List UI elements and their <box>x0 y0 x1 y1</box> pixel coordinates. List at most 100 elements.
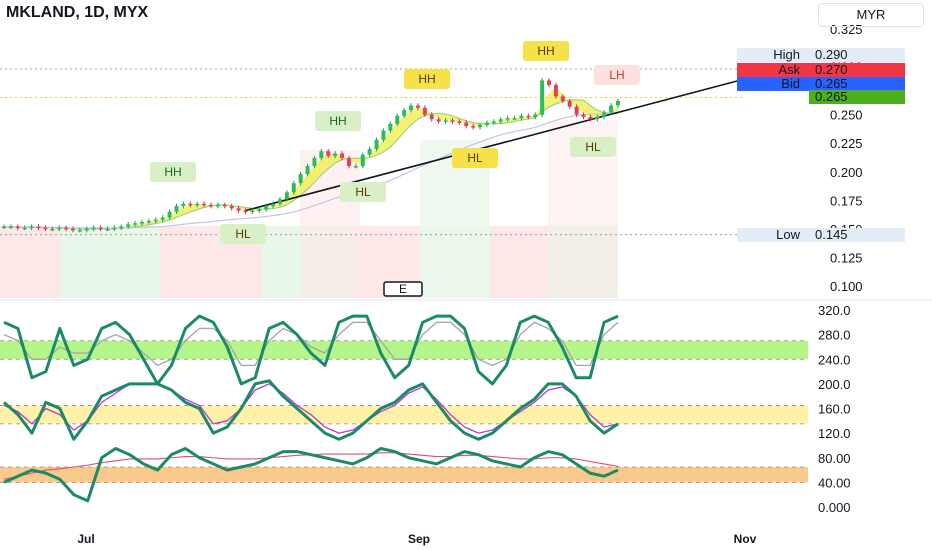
candle-body <box>367 148 372 155</box>
candle-body <box>574 106 579 115</box>
candle-body <box>588 116 593 120</box>
price-label-value-bg <box>809 63 905 77</box>
candle-body <box>353 166 358 168</box>
swing-label-text: HL <box>585 140 601 154</box>
price-label-high: High 0.290 <box>737 47 905 62</box>
candle-body <box>567 100 572 107</box>
candle-body <box>333 153 338 156</box>
candle-body <box>2 226 6 229</box>
candle-body <box>326 151 331 156</box>
candle-body <box>429 114 434 120</box>
trendline <box>245 77 749 212</box>
stoch-k-line <box>3 314 619 386</box>
oscillator-band <box>0 466 808 483</box>
price-label-name: Low <box>776 227 800 242</box>
candle-body <box>77 230 82 232</box>
price-label-value-bg <box>809 48 905 62</box>
mid-k-line <box>3 379 619 441</box>
candle-body <box>264 206 269 210</box>
price-label-name-bg <box>737 228 809 242</box>
swing-label-box <box>404 69 450 89</box>
swing-label-hl: HL <box>452 148 498 168</box>
oscillator-tick: 120.0 <box>818 426 851 441</box>
price-tick: 0.225 <box>830 136 863 151</box>
candle-body <box>271 203 276 207</box>
candle-body <box>188 203 193 206</box>
candle-body <box>257 209 262 211</box>
candle-body <box>236 208 241 211</box>
oscillator-tick: 0.000 <box>818 500 851 515</box>
candle-body <box>422 107 427 115</box>
swing-label-box <box>340 182 386 202</box>
swing-label-hl: HL <box>220 224 266 244</box>
candle-body <box>553 84 558 97</box>
candle-body <box>36 226 41 229</box>
candle-body <box>15 226 20 229</box>
candle-body <box>374 139 379 149</box>
candle-body <box>84 228 89 231</box>
candle-body <box>526 115 531 118</box>
support-trendline <box>245 77 749 212</box>
swing-label-hl: HL <box>340 182 386 202</box>
price-tick: 0.250 <box>830 108 863 123</box>
candle-body <box>305 166 310 175</box>
time-tick: Sep <box>408 532 430 546</box>
earnings-marker-text: E <box>399 282 407 296</box>
candle-body <box>126 224 131 227</box>
swing-label-hh: HH <box>150 162 196 182</box>
price-label-name: Bid <box>781 76 800 91</box>
candle-body <box>547 80 552 85</box>
candle-body <box>250 210 255 213</box>
price-label-low: Low 0.145 <box>737 227 905 242</box>
swing-label-text: HH <box>329 114 346 128</box>
swing-label-box <box>523 41 569 61</box>
price-label-name-bg <box>737 63 809 77</box>
candle-body <box>105 228 110 231</box>
candle-body <box>167 211 172 218</box>
currency-button[interactable]: MYR <box>818 3 924 27</box>
price-label-value: 0.270 <box>815 62 848 77</box>
oscillator-tick: 240.0 <box>818 352 851 367</box>
candle-body <box>153 219 158 222</box>
swing-label-text: LH <box>609 68 624 82</box>
price-label-last: 0.265 <box>809 89 905 104</box>
price-label-bid: Bid 0.265 <box>737 76 905 91</box>
candle-body <box>229 206 234 209</box>
session-background <box>0 120 618 298</box>
candle-body <box>581 114 586 117</box>
candle-body <box>409 105 414 111</box>
candle-body <box>319 151 324 159</box>
candle-body <box>595 116 600 120</box>
candle-body <box>70 228 75 231</box>
earnings-marker-box[interactable] <box>383 281 423 297</box>
earnings-marker[interactable]: E <box>383 281 423 297</box>
oscillator-tick: 80.00 <box>818 451 851 466</box>
swing-label-lh: LH <box>594 65 640 85</box>
candle-body <box>195 203 200 206</box>
candle-body <box>512 118 517 120</box>
candle-body <box>222 204 227 207</box>
candle-body <box>616 100 620 106</box>
candle-body <box>181 203 186 207</box>
candle-body <box>243 210 248 213</box>
price-label-ask: Ask 0.270 <box>737 62 905 77</box>
candle-body <box>64 227 69 230</box>
price-label-value-bg <box>809 77 905 91</box>
swing-label-text: HL <box>355 185 371 199</box>
oscillator-tick: 320.0 <box>818 303 851 318</box>
grid <box>0 68 745 236</box>
candle-body <box>464 122 469 127</box>
candle-body <box>602 112 607 117</box>
candle-body <box>291 183 296 193</box>
price-tick: 0.325 <box>830 22 863 37</box>
candle-body <box>519 115 524 119</box>
oscillator-tick: 160.0 <box>818 402 851 417</box>
candle-body <box>395 115 400 124</box>
candles <box>2 78 620 233</box>
swing-label-hh: HH <box>404 69 450 89</box>
candle-body <box>22 227 27 230</box>
candle-body <box>360 154 365 167</box>
candle-body <box>202 203 207 206</box>
price-label-value: 0.290 <box>815 47 848 62</box>
low-k-line <box>3 447 619 503</box>
